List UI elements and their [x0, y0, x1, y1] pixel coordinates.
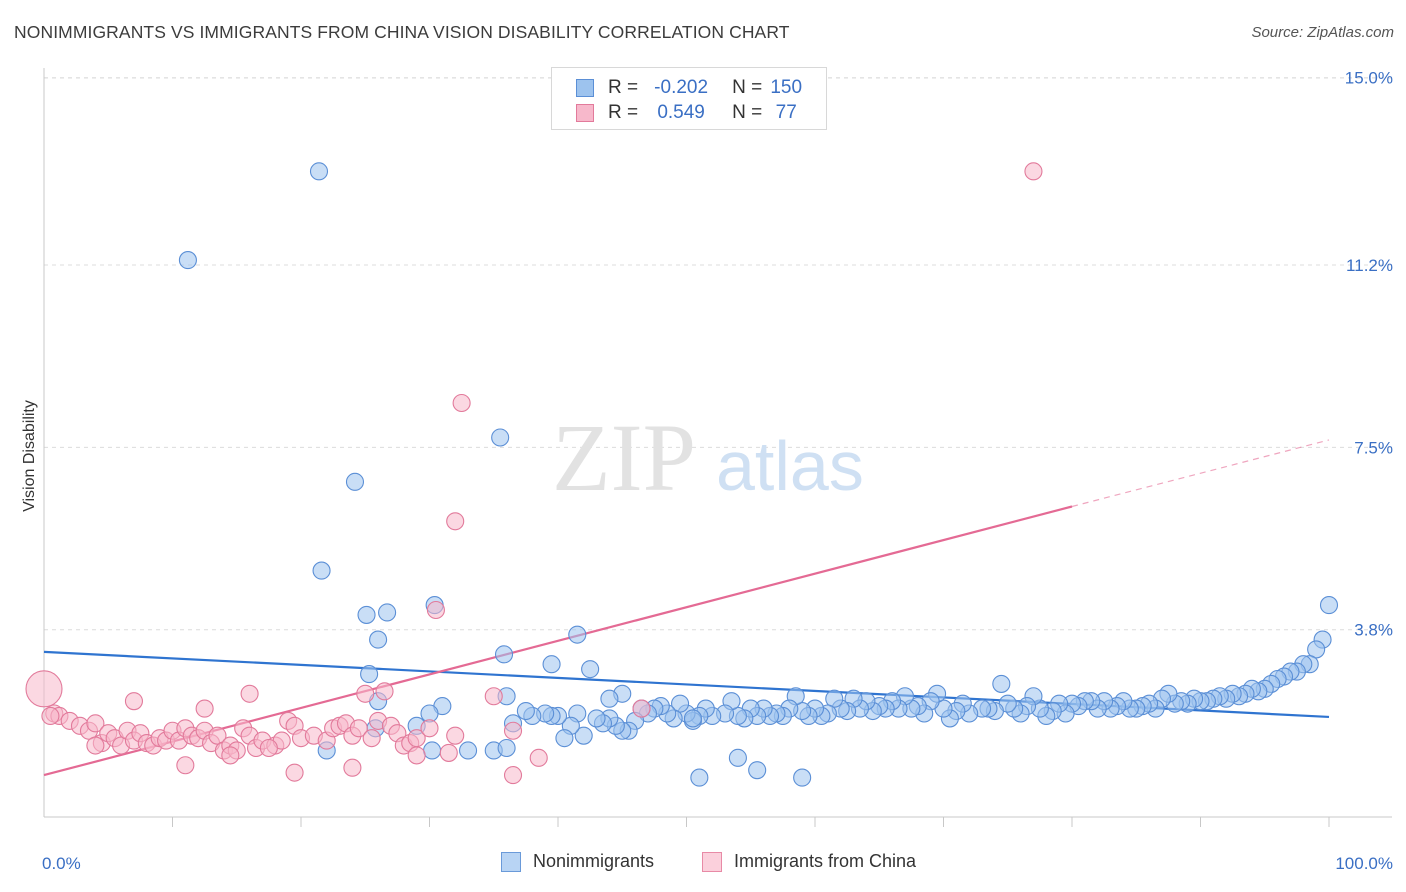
- data-point: [497, 738, 516, 758]
- trend-extension-immigrants-china: [1071, 439, 1330, 508]
- data-point: [345, 472, 365, 491]
- legend-r-value: 0.549: [657, 102, 705, 123]
- data-point: [426, 600, 445, 620]
- data-points: [25, 162, 1339, 787]
- data-point: [503, 721, 523, 740]
- data-point: [568, 625, 587, 644]
- correlation-legend: R = -0.202 N = 150 R = 0.549 N = 77: [551, 67, 827, 130]
- data-point: [343, 758, 362, 777]
- data-point: [574, 726, 593, 745]
- watermark-atlas: atlas: [716, 427, 864, 505]
- data-point: [491, 428, 510, 447]
- data-point: [446, 726, 465, 745]
- data-point: [458, 741, 478, 760]
- data-point: [221, 746, 240, 765]
- legend-n-label: N =: [732, 102, 763, 123]
- data-point: [600, 689, 619, 708]
- legend-n-value: 77: [775, 102, 797, 123]
- series-legend: Nonimmigrants Immigrants from China: [0, 851, 1406, 877]
- data-point: [407, 746, 426, 765]
- legend-n-value: 150: [770, 77, 803, 98]
- legend-item-nonimmigrants: Nonimmigrants: [501, 851, 654, 872]
- legend-row-nonimmigrants: R = -0.202 N = 150: [576, 76, 810, 100]
- data-point: [362, 729, 381, 748]
- axis-labels: 3.8% 7.5% 11.2% 15.0% 0.0% 100.0% Vision Disab…: [21, 69, 1393, 873]
- legend-label-immigrants-china: Immigrants from China: [734, 851, 917, 871]
- legend-label-nonimmigrants: Nonimmigrants: [533, 851, 655, 871]
- data-point: [439, 743, 458, 762]
- data-point: [423, 741, 442, 760]
- series-nonimmigrants: [178, 162, 1339, 787]
- grid-lines: [44, 77, 1392, 631]
- legend-swatch-nonimmigrants: [576, 79, 594, 97]
- y-tick-label: 15.0%: [1345, 69, 1393, 88]
- data-point: [1024, 162, 1043, 181]
- data-point: [86, 714, 105, 733]
- data-point: [25, 670, 63, 708]
- data-point: [728, 748, 747, 767]
- y-axis-label: Vision Disability: [21, 400, 38, 512]
- data-point: [748, 761, 767, 780]
- data-point: [178, 251, 197, 270]
- data-point: [587, 709, 606, 728]
- y-tick-label: 11.2%: [1346, 256, 1393, 275]
- data-point: [285, 763, 304, 782]
- data-point: [259, 738, 278, 758]
- data-point: [581, 660, 600, 679]
- x-tick-label: 100.0%: [1335, 854, 1393, 873]
- data-point: [312, 561, 331, 580]
- x-tick-label: 0.0%: [42, 854, 81, 873]
- legend-item-immigrants-china: Immigrants from China: [702, 851, 916, 872]
- data-point: [516, 701, 535, 721]
- data-point: [124, 692, 143, 711]
- data-point: [356, 684, 375, 703]
- legend-r-label: R =: [608, 102, 639, 123]
- data-point: [378, 603, 397, 622]
- data-point: [529, 748, 548, 767]
- source-label: Source: ZipAtlas.com: [1251, 24, 1394, 41]
- data-point: [375, 682, 394, 701]
- series-immigrants-china: [25, 162, 1043, 785]
- chart-title: NONIMMIGRANTS VS IMMIGRANTS FROM CHINA V…: [14, 22, 790, 42]
- watermark-zip: ZIP: [552, 404, 696, 511]
- watermark: ZIP atlas: [552, 404, 864, 511]
- legend-swatch-immigrants-china: [576, 104, 594, 122]
- data-point: [632, 699, 651, 718]
- data-point: [690, 768, 709, 787]
- data-point: [86, 736, 105, 755]
- y-tick-label: 7.5%: [1354, 438, 1393, 457]
- y-tick-label: 3.8%: [1354, 621, 1393, 640]
- legend-n-label: N =: [732, 77, 763, 98]
- data-point: [503, 766, 523, 785]
- data-point: [494, 645, 514, 664]
- data-point: [176, 756, 195, 775]
- data-point: [992, 674, 1011, 693]
- data-point: [555, 729, 574, 748]
- data-point: [542, 655, 561, 674]
- data-point: [240, 684, 259, 703]
- data-point: [420, 719, 439, 738]
- data-point: [349, 719, 368, 738]
- legend-r-value: -0.202: [654, 77, 709, 98]
- data-point: [41, 706, 60, 726]
- data-point: [369, 630, 388, 649]
- data-point: [1319, 596, 1339, 615]
- data-point: [309, 162, 329, 181]
- data-point: [446, 512, 465, 531]
- data-point: [793, 768, 812, 787]
- data-point: [484, 687, 503, 706]
- data-point: [452, 393, 471, 413]
- data-point: [357, 605, 376, 624]
- legend-swatch-nonimmigrants: [501, 851, 521, 872]
- data-point: [195, 699, 214, 718]
- data-point: [360, 665, 379, 684]
- legend-r-label: R =: [608, 77, 639, 98]
- legend-swatch-immigrants-china: [702, 851, 722, 872]
- data-point: [683, 709, 702, 728]
- legend-row-immigrants-china: R = 0.549 N = 77: [576, 101, 810, 125]
